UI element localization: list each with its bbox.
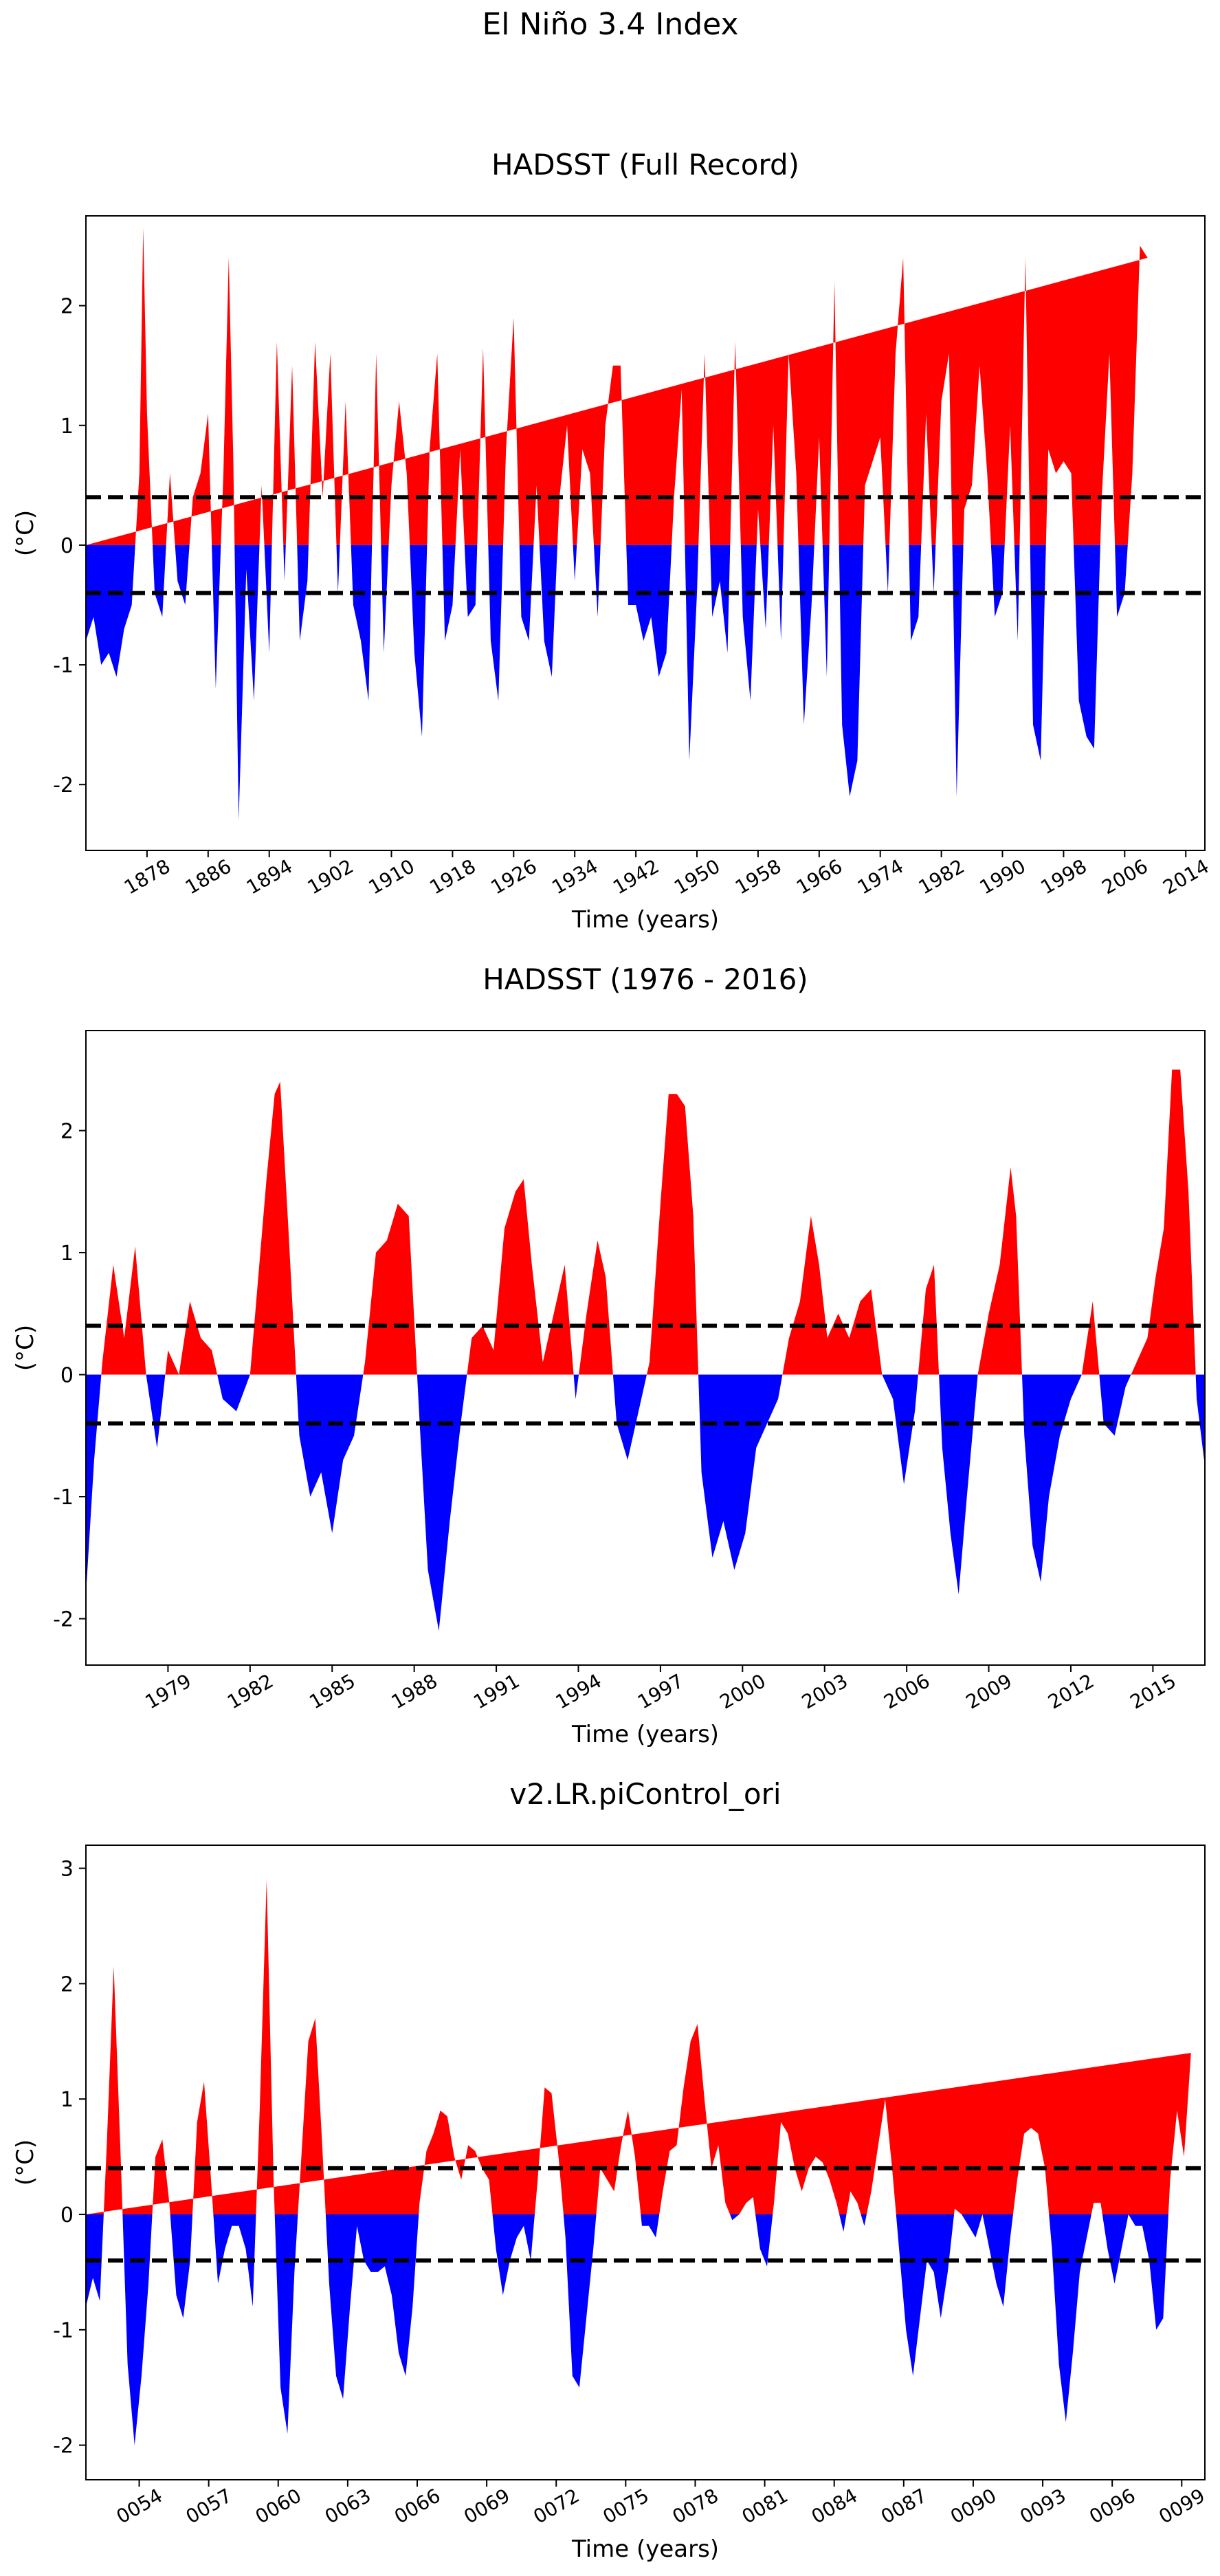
y-axis-label: (°C) [12,1325,39,1371]
positive-anomaly-area [86,1880,1191,2215]
negative-anomaly-area [86,544,1148,821]
y-tick-label: 1 [60,415,74,439]
positive-anomaly-area [86,228,1148,545]
y-tick-label: -2 [53,773,74,797]
chart-title: HADSST (1976 - 2016) [483,962,808,996]
y-tick-label: -1 [53,1486,74,1510]
y-tick-label: -2 [53,1608,74,1632]
x-axis-label: Time (years) [571,906,719,934]
x-axis-label: Time (years) [571,2535,719,2563]
y-tick-label: 2 [60,295,74,319]
y-tick-label: 0 [60,2203,74,2227]
y-tick-label: 2 [60,1972,74,1996]
figure-suptitle: El Niño 3.4 Index [482,7,738,42]
y-tick-label: 0 [60,534,74,558]
positive-anomaly-area [86,1069,1205,1375]
axes-frame [85,1845,1206,2480]
chart-title: v2.LR.piControl_ori [509,1777,781,1811]
y-tick-label: 1 [60,1242,74,1266]
negative-anomaly-area [86,2214,1191,2445]
y-axis-label: (°C) [12,2139,39,2186]
y-tick-label: -2 [53,2434,74,2458]
y-tick-label: -1 [53,2319,74,2343]
y-tick-label: 0 [60,1364,74,1388]
y-tick-label: 1 [60,2088,74,2112]
chart-title: HADSST (Full Record) [491,148,799,181]
y-tick-label: 2 [60,1120,74,1144]
x-axis-label: Time (years) [571,1721,719,1748]
y-tick-label: 3 [60,1858,74,1882]
y-axis-label: (°C) [12,510,39,556]
axes-frame [85,215,1206,851]
axes-frame [85,1030,1206,1666]
y-tick-label: -1 [53,654,74,678]
